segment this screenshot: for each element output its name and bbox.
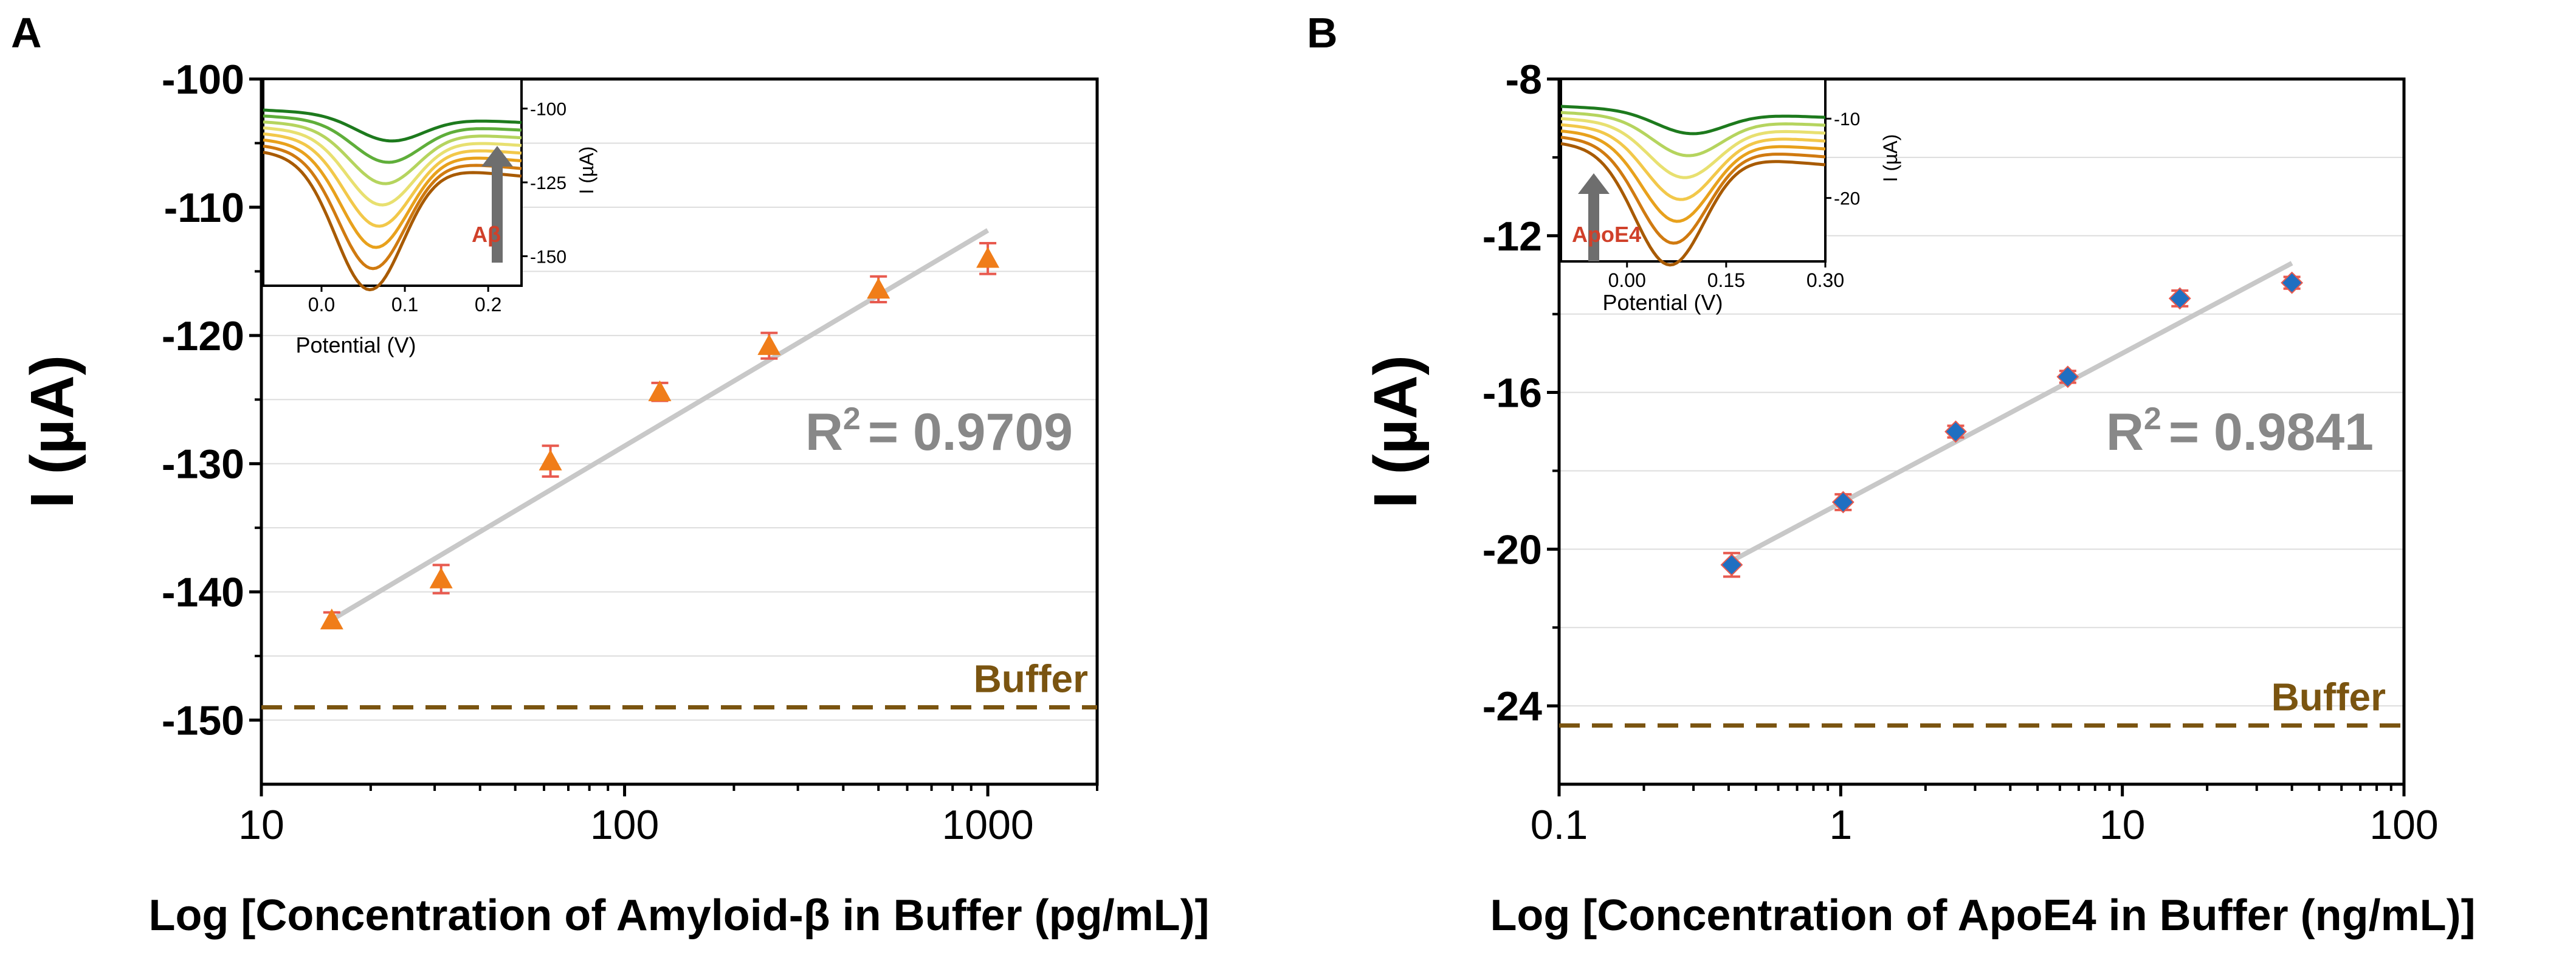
inset-y-tick-label: -125 bbox=[530, 173, 567, 193]
y-tick-label: -24 bbox=[1483, 683, 1542, 730]
data-point bbox=[320, 609, 343, 630]
r2-symbol: R bbox=[2106, 403, 2144, 461]
inset-curve bbox=[263, 120, 522, 185]
x-tick-label: 10 bbox=[2099, 802, 2146, 848]
inset-arrow-icon bbox=[1578, 173, 1610, 194]
inset-arrow-icon bbox=[481, 146, 513, 167]
inset-y-tick-label: -100 bbox=[530, 100, 567, 120]
buffer-label: Buffer bbox=[974, 657, 1088, 700]
x-axis-label: Log [Concentration of ApoE4 in Buffer (n… bbox=[1490, 891, 2475, 940]
inset-y-tick-label: -20 bbox=[1834, 189, 1860, 209]
inset: Aβ 0.0 0.1 0.2 Potential (V) -100 -125 -150 I (µ… bbox=[262, 78, 598, 357]
inset-arrow-shaft bbox=[1588, 191, 1599, 261]
y-tick-label: -120 bbox=[162, 313, 244, 359]
data-point bbox=[867, 277, 890, 299]
data-point bbox=[2281, 271, 2304, 294]
y-tick-label: -150 bbox=[162, 698, 244, 744]
y-tick-label: -100 bbox=[162, 57, 244, 103]
data-point bbox=[1944, 420, 1967, 443]
data-point bbox=[2168, 287, 2191, 310]
x-axis-label: Log [Concentration of Amyloid-β in Buffe… bbox=[148, 891, 1209, 940]
inset-curve bbox=[1560, 105, 1826, 136]
panel-label: B bbox=[1307, 9, 1338, 57]
plot-frame bbox=[1557, 77, 2406, 786]
inset-x-tick-label: 0.30 bbox=[1806, 269, 1844, 291]
data-point bbox=[539, 449, 562, 471]
inset-y-tick-label: -10 bbox=[1834, 109, 1860, 129]
plot-frame bbox=[260, 77, 1099, 786]
inset-arrow-shaft bbox=[492, 164, 503, 263]
y-axis-label: I (µA) bbox=[1362, 355, 1430, 508]
x-tick-label: 100 bbox=[2369, 802, 2438, 848]
x-tick-label: 10 bbox=[238, 802, 284, 848]
fit-line bbox=[1731, 261, 2293, 564]
inset-curve bbox=[1560, 123, 1826, 201]
inset-curve bbox=[1560, 117, 1826, 179]
x-tick-label: 100 bbox=[590, 802, 659, 848]
inset: ApoE4 0.00 0.15 0.30 Potential (V) -10 -20 I (µ… bbox=[1560, 78, 1901, 315]
x-tick-label: 1000 bbox=[942, 802, 1033, 848]
inset-x-tick-label: 0.00 bbox=[1608, 269, 1646, 291]
panel-a: A -100 -110 -120 -130 -140 -150 10 100 1000 I (µA)… bbox=[11, 9, 1210, 940]
inset-x-tick-label: 0.1 bbox=[391, 294, 418, 316]
inset-x-axis-label: Potential (V) bbox=[295, 333, 416, 357]
x-tick-label: 0.1 bbox=[1531, 802, 1588, 848]
r2-value: = 0.9709 bbox=[868, 403, 1073, 461]
inset-curve bbox=[263, 144, 522, 271]
inset-x-tick-label: 0.15 bbox=[1707, 269, 1745, 291]
inset-curve bbox=[263, 151, 522, 292]
y-tick-label: -110 bbox=[164, 185, 244, 231]
inset-x-axis-label: Potential (V) bbox=[1602, 290, 1723, 315]
inset-curve bbox=[1560, 136, 1826, 245]
y-tick-label: -16 bbox=[1483, 370, 1542, 416]
y-tick-label: -130 bbox=[162, 441, 244, 488]
y-tick-label: -140 bbox=[162, 570, 244, 616]
r2-exponent: 2 bbox=[2144, 401, 2161, 436]
data-point bbox=[757, 334, 781, 355]
inset-y-axis-label: I (µA) bbox=[1879, 134, 1901, 182]
panel-b: B -8 -12 -16 -20 -24 0.1 1 10 100 I (µA) Log [Conce… bbox=[1307, 9, 2476, 940]
r-squared-label: R2 = 0.9841 bbox=[2106, 401, 2374, 461]
r2-exponent: 2 bbox=[843, 401, 861, 436]
data-point bbox=[648, 380, 672, 401]
y-tick-label: -12 bbox=[1483, 213, 1542, 260]
data-point bbox=[976, 247, 1000, 268]
inset-curve bbox=[1560, 142, 1826, 267]
inset-curve bbox=[263, 114, 522, 164]
y-tick-label: -20 bbox=[1483, 526, 1542, 573]
inset-curve bbox=[263, 138, 522, 249]
inset-arrow-label: ApoE4 bbox=[1572, 222, 1641, 247]
inset-curve bbox=[263, 132, 522, 228]
buffer-label: Buffer bbox=[2271, 675, 2386, 719]
r2-symbol: R bbox=[805, 403, 843, 461]
data-point bbox=[1831, 491, 1855, 514]
panel-label: A bbox=[11, 9, 42, 57]
inset-arrow-label: Aβ bbox=[472, 222, 501, 247]
data-point bbox=[2056, 365, 2079, 388]
x-tick-label: 1 bbox=[1829, 802, 1852, 848]
inset-curve bbox=[263, 108, 522, 143]
inset-y-axis-label: I (µA) bbox=[576, 147, 598, 195]
inset-curve bbox=[1560, 111, 1826, 157]
y-axis-label: I (µA) bbox=[18, 355, 86, 508]
r2-value: = 0.9841 bbox=[2169, 403, 2374, 461]
inset-x-tick-label: 0.2 bbox=[475, 294, 501, 316]
data-point bbox=[429, 567, 453, 588]
y-tick-label: -8 bbox=[1506, 57, 1542, 103]
inset-curve bbox=[263, 126, 522, 207]
inset-curve bbox=[1560, 129, 1826, 223]
inset-x-tick-label: 0.0 bbox=[308, 294, 335, 316]
inset-y-tick-label: -150 bbox=[530, 247, 567, 267]
data-point bbox=[1720, 553, 1743, 576]
r-squared-label: R2 = 0.9709 bbox=[805, 401, 1073, 461]
